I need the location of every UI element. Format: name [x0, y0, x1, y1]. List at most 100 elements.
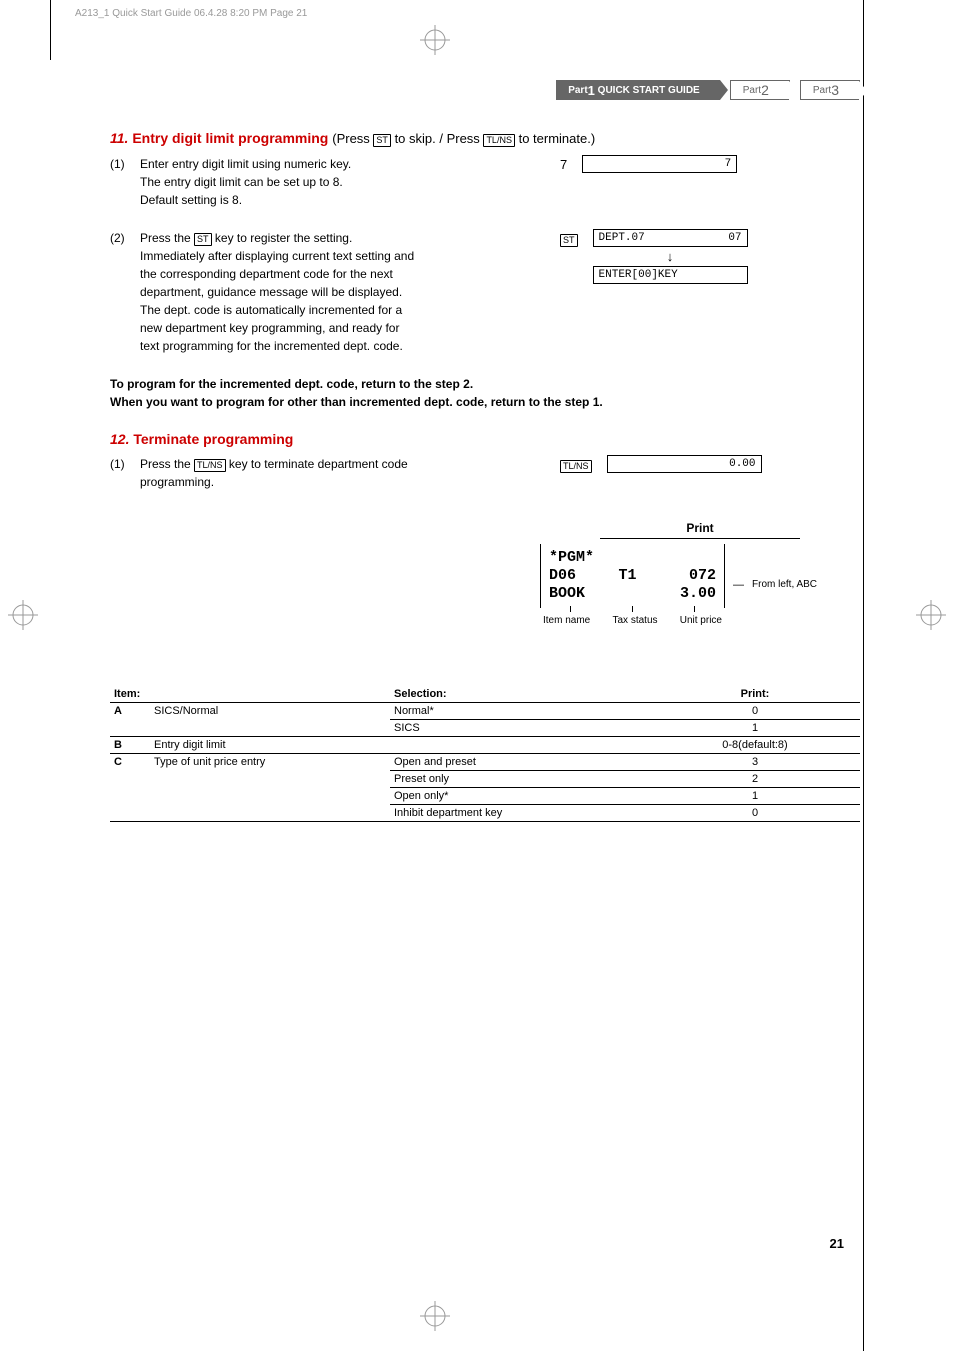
cell-print: 2 — [650, 770, 860, 787]
cell-code — [110, 804, 150, 821]
section12-step1: (1)Press the TL/NS key to terminate depa… — [110, 455, 860, 491]
crop-mark-right — [916, 600, 946, 630]
st-key-icon: ST — [560, 234, 578, 247]
programming-note: To program for the incremented dept. cod… — [110, 375, 860, 411]
annotation-item: Item name — [543, 615, 590, 626]
receipt-r1-c1: *PGM* — [549, 549, 599, 567]
section12-step1-num: (1) — [110, 455, 140, 473]
section12-step1-lcd: 0.00 — [607, 455, 762, 473]
section11-step1-lcd: 7 — [582, 155, 737, 173]
receipt: *PGM* D06 T1 072 BOOK 3.00 — [540, 544, 725, 608]
annotation-right: From left, ABC — [752, 579, 817, 590]
crop-mark-left — [8, 600, 38, 630]
th-print: Print: — [650, 686, 860, 703]
receipt-r2-c3: 072 — [656, 567, 716, 585]
receipt-r2-c2: T1 — [608, 567, 648, 585]
section11-num: 11. — [110, 130, 128, 146]
crop-mark-bottom — [420, 1301, 450, 1331]
tlns-key-icon: TL/NS — [483, 134, 515, 147]
section11-step1-line1: Enter entry digit limit using numeric ke… — [140, 157, 351, 171]
tab-part1: Part1 QUICK START GUIDE — [556, 80, 720, 100]
receipt-r2-c1: D06 — [549, 567, 599, 585]
section11-step2-line4: department, guidance message will be dis… — [140, 285, 402, 299]
cell-item: Type of unit price entry — [150, 753, 390, 770]
cell-code — [110, 719, 150, 736]
section11-step2-line2: Immediately after displaying current tex… — [140, 249, 414, 263]
section11-step1: (1)Enter entry digit limit using numeric… — [110, 155, 860, 209]
section12-title: 12. Terminate programming — [110, 431, 860, 447]
cell-selection: Inhibit department key — [390, 804, 650, 821]
cell-print: 0 — [650, 804, 860, 821]
section12-num: 12. — [110, 431, 129, 447]
table-row: SICS 1 — [110, 719, 860, 736]
cell-print: 1 — [650, 787, 860, 804]
tab-part2: Part2 — [730, 80, 790, 100]
receipt-r3-c1: BOOK — [549, 585, 599, 603]
crop-mark-top — [420, 25, 450, 55]
section11-step2: (2)Press the ST key to register the sett… — [110, 229, 860, 355]
section12-step1-line1-pre: Press the — [140, 457, 191, 471]
cell-selection: Open and preset — [390, 753, 650, 770]
section11-step1-lcd-value: 7 — [725, 158, 732, 170]
cell-selection — [390, 736, 650, 753]
section11-step2-lcd1: DEPT.07 07 — [593, 229, 748, 247]
section11-step2-line5: The dept. code is automatically incremen… — [140, 303, 402, 317]
print-section: Print *PGM* D06 T1 072 BOOK — [540, 521, 860, 626]
item-table: Item: Selection: Print: A SICS/Normal No… — [110, 686, 860, 822]
th-selection: Selection: — [390, 686, 650, 703]
note-line1: To program for the incremented dept. cod… — [110, 377, 473, 391]
cell-code — [110, 787, 150, 804]
print-label: Print — [600, 521, 800, 539]
section11-paren-pre: (Press — [332, 131, 370, 146]
tlns-key-icon: TL/NS — [560, 460, 592, 473]
section11-step2-line1-post: key to register the setting. — [215, 231, 352, 245]
cell-item — [150, 719, 390, 736]
tab-part1-prefix: Part — [568, 85, 587, 96]
section11-step1-num: (1) — [110, 155, 140, 173]
section11-step2-line1-pre: Press the — [140, 231, 191, 245]
cell-print: 0-8(default:8) — [650, 736, 860, 753]
section11-paren-post: to terminate.) — [519, 131, 596, 146]
section12-step1-lcd-value: 0.00 — [729, 458, 755, 470]
section11-step1-line2: The entry digit limit can be set up to 8… — [140, 175, 343, 189]
cell-code: A — [110, 702, 150, 719]
section11-paren-mid: to skip. / Press — [395, 131, 480, 146]
cell-selection: SICS — [390, 719, 650, 736]
section11-step2-line3: the corresponding department code for th… — [140, 267, 393, 281]
table-row: Open only* 1 — [110, 787, 860, 804]
cell-item — [150, 804, 390, 821]
section11-step2-lcd2-value: ENTER[00]KEY — [599, 269, 678, 281]
st-key-icon: ST — [373, 134, 391, 147]
table-row: A SICS/Normal Normal* 0 — [110, 702, 860, 719]
cell-item: SICS/Normal — [150, 702, 390, 719]
section11-step2-line7: text programming for the incremented dep… — [140, 339, 403, 353]
tab-part2-prefix: Part — [743, 85, 761, 96]
tab-part3: Part3 — [800, 80, 860, 100]
cell-selection: Open only* — [390, 787, 650, 804]
cell-code: C — [110, 753, 150, 770]
tab-part1-title: QUICK START GUIDE — [598, 85, 700, 96]
note-line2: When you want to program for other than … — [110, 395, 603, 409]
annotation-price: Unit price — [680, 615, 722, 626]
receipt-r1-c2 — [608, 549, 648, 567]
section11-title: 11. Entry digit limit programming (Press… — [110, 130, 860, 147]
cell-code — [110, 770, 150, 787]
section11-step1-key: 7 — [560, 155, 567, 172]
receipt-r1-c3 — [656, 549, 716, 567]
tab-part2-num: 2 — [761, 82, 769, 98]
section12-step1-line2: programming. — [140, 475, 214, 489]
section11-step2-lcd1-right: 07 — [728, 232, 741, 244]
table-row: Inhibit department key 0 — [110, 804, 860, 821]
section12-title-text: Terminate programming — [133, 431, 293, 447]
section11-step2-lcd2: ENTER[00]KEY — [593, 266, 748, 284]
cell-print: 0 — [650, 702, 860, 719]
receipt-r3-c3: 3.00 — [656, 585, 716, 603]
tlns-key-icon: TL/NS — [194, 459, 226, 472]
page-number: 21 — [830, 1236, 844, 1251]
cell-selection: Preset only — [390, 770, 650, 787]
th-item: Item: — [110, 686, 390, 703]
cell-print: 1 — [650, 719, 860, 736]
page-header-info: A213_1 Quick Start Guide 06.4.28 8:20 PM… — [75, 8, 307, 19]
cell-code: B — [110, 736, 150, 753]
receipt-r3-c2 — [608, 585, 648, 603]
